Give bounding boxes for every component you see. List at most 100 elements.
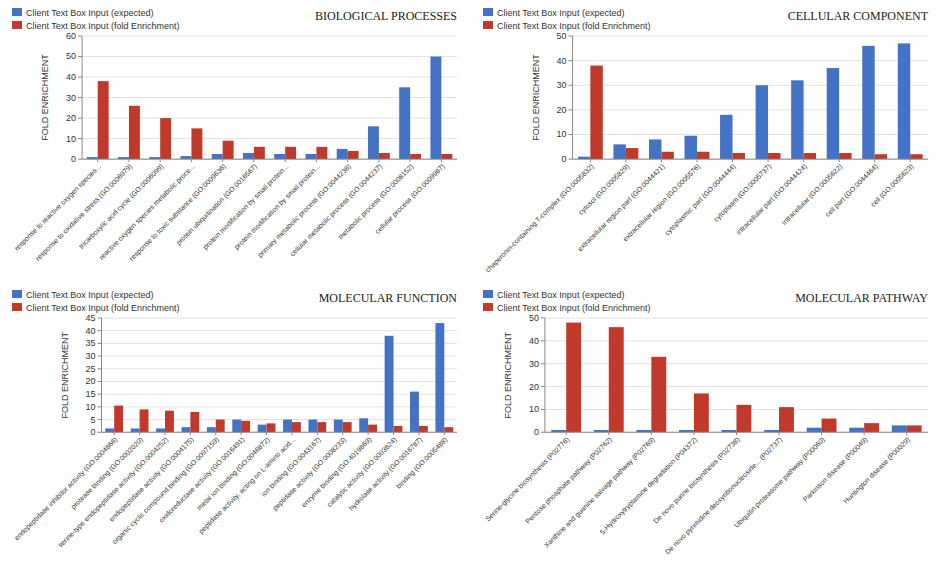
y-tick-label: 20	[66, 113, 76, 123]
bar	[864, 423, 879, 432]
x-axis	[102, 432, 457, 433]
legend-label: Client Text Box Input (expected)	[497, 290, 624, 300]
bar	[441, 154, 452, 159]
y-tick-label: 10	[529, 404, 539, 414]
y-tick-label: 40	[557, 56, 567, 66]
y-tick-label: 0	[534, 427, 539, 437]
bar	[862, 46, 874, 159]
bar	[334, 420, 343, 433]
bar	[316, 147, 327, 159]
bar	[359, 418, 368, 432]
bar	[241, 421, 250, 432]
y-tick-label: 45	[85, 313, 95, 323]
legend-label: Client Text Box Input (fold Enrichment)	[26, 21, 179, 31]
bar	[232, 420, 241, 433]
legend-swatch	[12, 303, 22, 311]
x-tick	[693, 432, 694, 435]
y-tick-label: 40	[529, 336, 539, 346]
bar	[430, 57, 441, 160]
x-tick	[444, 432, 445, 435]
bar	[379, 153, 390, 159]
x-tick	[661, 159, 662, 162]
bar	[212, 154, 223, 159]
x-tick-label: cytoplasm (GO:0005737)	[712, 163, 773, 224]
bar	[305, 154, 316, 159]
grid-line	[545, 386, 928, 387]
bar	[419, 426, 428, 432]
y-tick-label: 0	[90, 427, 95, 437]
y-tick-label: 30	[557, 80, 567, 90]
y-tick-label: 35	[85, 338, 95, 348]
bar	[308, 420, 317, 433]
bar	[160, 118, 171, 159]
x-tick-label: cytoplasmic part (GO:0044444)	[663, 163, 737, 237]
x-tick-label: oxidoreductase activity (GO:0016491)	[158, 436, 247, 525]
grid-line	[82, 77, 457, 78]
x-tick	[608, 432, 609, 435]
y-tick-label: 30	[66, 93, 76, 103]
bar	[368, 126, 379, 159]
y-tick-label: 30	[85, 351, 95, 361]
y-axis-label: FOLD ENRICHMENT	[503, 331, 513, 418]
x-tick-label: cell (GO:0005623)	[869, 163, 915, 209]
bar	[651, 357, 666, 432]
bar	[283, 420, 292, 433]
bar	[697, 152, 709, 159]
bar	[566, 323, 581, 433]
y-axis-label: FOLD ENRICHMENT	[60, 331, 70, 418]
x-tick-label: Huntington disease (P00029)	[842, 436, 912, 506]
legend: Client Text Box Input (expected)Client T…	[12, 8, 179, 31]
bar	[368, 425, 377, 433]
legend-swatch	[12, 290, 22, 298]
bar	[720, 115, 732, 159]
x-tick	[864, 432, 865, 435]
x-tick-label: cell part (GO:0044464)	[824, 163, 880, 219]
x-tick	[732, 159, 733, 162]
bar	[756, 85, 768, 159]
y-tick-label: 10	[85, 402, 95, 412]
bar	[892, 425, 907, 432]
grid-line	[545, 318, 928, 319]
y-tick-label: 20	[557, 105, 567, 115]
bar	[694, 393, 709, 432]
grid-line	[102, 343, 457, 344]
x-tick-label: Serine-glycine biosynthesis (P02776)	[484, 436, 571, 523]
bar	[839, 153, 851, 159]
y-tick	[569, 109, 573, 110]
legend-swatch	[483, 21, 493, 29]
y-tick	[541, 363, 545, 364]
y-tick	[78, 56, 82, 57]
legend-label: Client Text Box Input (fold Enrichment)	[497, 303, 650, 313]
bar	[907, 425, 922, 432]
y-tick-label: 0	[71, 154, 76, 164]
x-tick	[316, 159, 317, 162]
y-tick	[98, 343, 102, 344]
legend-label: Client Text Box Input (expected)	[26, 290, 153, 300]
y-tick-label: 60	[66, 31, 76, 41]
y-tick-label: 30	[529, 359, 539, 369]
x-tick	[378, 159, 379, 162]
x-tick-label: De novo purine biosynthesis (P02738)	[652, 436, 742, 526]
x-tick	[266, 432, 267, 435]
panel: 051015202530354045endopeptidase inhibito…	[12, 290, 457, 550]
bar	[609, 327, 624, 432]
bar	[910, 154, 922, 159]
legend-label: Client Text Box Input (expected)	[497, 8, 624, 18]
x-axis	[82, 159, 457, 160]
grid-line	[82, 36, 457, 37]
bar	[190, 412, 199, 432]
x-tick-label: Pentose phosphate pathway (P02762)	[524, 436, 614, 526]
x-tick	[317, 432, 318, 435]
bar	[191, 128, 202, 159]
bar	[849, 428, 864, 433]
bar	[343, 422, 352, 432]
x-tick-label: endopeptidase activity (GO:0004175)	[108, 436, 196, 524]
y-tick-label: 40	[85, 326, 95, 336]
x-tick	[410, 159, 411, 162]
bar	[590, 66, 602, 160]
bar	[822, 419, 837, 433]
grid-line	[102, 432, 457, 433]
y-axis	[82, 36, 83, 159]
title: MOLECULAR FUNCTION	[319, 291, 458, 305]
x-tick	[128, 159, 129, 162]
